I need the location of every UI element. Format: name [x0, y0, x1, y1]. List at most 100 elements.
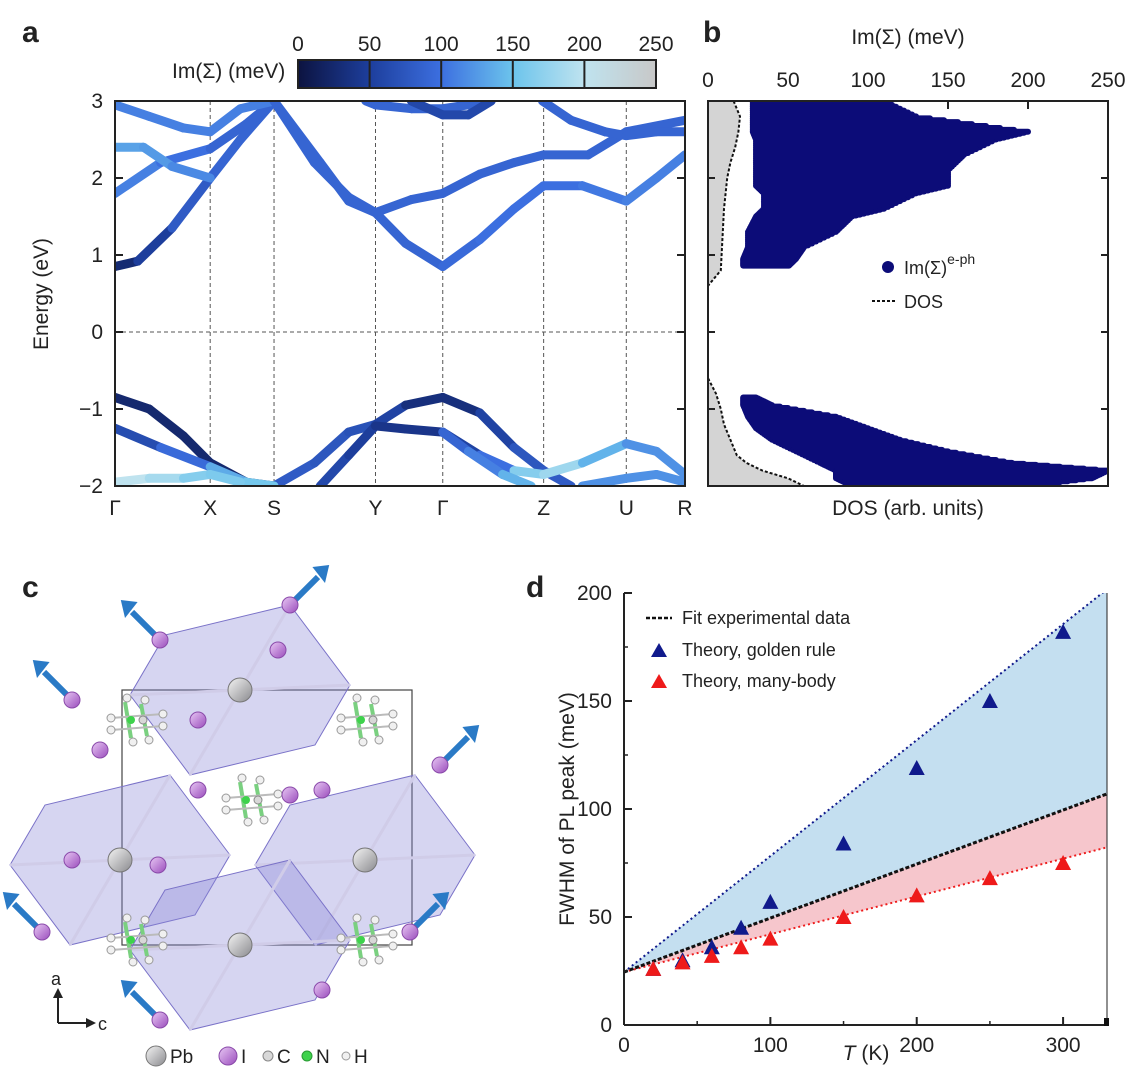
band-segment [269, 458, 319, 486]
band-segment [539, 458, 587, 479]
band-VB5 [438, 427, 536, 486]
displacement-arrowhead [32, 660, 50, 678]
i-atom [91, 741, 109, 759]
corner-mark [1104, 1018, 1109, 1026]
band-segment [156, 443, 215, 472]
i-atom [281, 596, 299, 614]
band-segment [438, 169, 485, 198]
band-segment [370, 208, 411, 248]
displacement-arrowhead [462, 725, 480, 743]
band-segment [509, 181, 549, 214]
fwhm-tick-label: 150 [577, 690, 612, 713]
legend-h-label: H [354, 1047, 368, 1068]
fwhm-tick-label: 200 [577, 582, 612, 605]
h-atom [352, 913, 362, 923]
panel-letter-d: d [526, 571, 544, 604]
imsigma-tick-label: 0 [702, 69, 714, 92]
dos-legend-label: DOS [904, 292, 943, 312]
band-segment [205, 119, 251, 154]
band-VB2 [269, 392, 576, 486]
h-atom [388, 721, 398, 731]
fwhm-tick-label: 0 [600, 1014, 612, 1037]
band-segment [621, 469, 661, 483]
h-atom [388, 709, 398, 719]
colorbar [297, 59, 657, 89]
methylammonium-molecule [106, 693, 168, 747]
pb-atom [227, 677, 253, 703]
c-atom [138, 715, 148, 725]
i-atom [151, 1011, 169, 1029]
crystal-axes: a c [51, 969, 107, 1034]
i-atom [151, 631, 169, 649]
kpoint-label: X [203, 497, 217, 520]
band-segment [475, 408, 519, 452]
golden-rule-point [762, 893, 779, 909]
dos-axis-label: DOS (arb. units) [832, 497, 984, 520]
band-segment [115, 158, 166, 198]
fwhm-panel: 0 100 200 300 0 50 100 150 200 T (K) FWHM of PL… [556, 582, 1109, 1065]
band-segment [205, 469, 245, 486]
h-atom [352, 693, 362, 703]
band-segment [463, 101, 496, 120]
energy-tick-label: 3 [91, 90, 103, 113]
displacement-arrowhead [120, 980, 138, 998]
h-atom [106, 713, 116, 723]
colorbar-tick-label: 150 [495, 33, 530, 56]
axis-a-label: a [51, 969, 62, 989]
temperature-tick-label: 200 [899, 1034, 934, 1057]
n-atom [127, 936, 135, 944]
energy-tick-label: −1 [79, 398, 103, 421]
band-segment [577, 439, 631, 468]
imsigma-axis-label: Im(Σ) (meV) [851, 26, 964, 49]
i-atom [149, 856, 167, 874]
fwhm-axis-label: FWHM of PL peak (meV) [556, 692, 579, 926]
kpoint-label: U [619, 497, 634, 520]
i-atom [269, 641, 287, 659]
many-body-point [645, 960, 662, 976]
band-segment [621, 173, 661, 206]
colorbar-tick-label: 100 [424, 33, 459, 56]
temperature-tick-label: 0 [618, 1034, 630, 1057]
energy-tick-label: 1 [91, 244, 103, 267]
h-atom [255, 775, 265, 785]
temperature-tick-label: 300 [1046, 1034, 1081, 1057]
h-atom [273, 789, 283, 799]
c-atom [368, 935, 378, 945]
golden-rule-point [733, 919, 750, 935]
imsigma-tick-label: 50 [776, 69, 799, 92]
h-atom [336, 713, 346, 723]
i-atom [63, 851, 81, 869]
band-segment [167, 173, 215, 233]
manybody-legend-marker [651, 674, 667, 688]
h-atom [358, 737, 368, 747]
displacement-arrowhead [2, 892, 20, 910]
band-segment [652, 446, 685, 479]
experimental-fit-line [624, 792, 1107, 974]
h-atom [237, 773, 247, 783]
displacement-arrowhead [432, 892, 450, 910]
crystal-structure [2, 565, 480, 1031]
band-segment [310, 427, 354, 468]
legend-c-atom-icon [262, 1050, 274, 1062]
kpoint-label: Z [537, 497, 550, 520]
h-atom [370, 695, 380, 705]
i-atom [33, 923, 51, 941]
band-segment [577, 181, 631, 206]
golden-legend-label: Theory, golden rule [682, 640, 836, 660]
band-segment [438, 235, 485, 272]
band-segment [621, 439, 661, 456]
h-atom [358, 957, 368, 967]
band-structure-panel: Im(Σ) (meV) 0 50 100 150 200 250 −2 −1 0 1 2 3 Γ X S… [30, 33, 693, 520]
band-segment [315, 450, 354, 486]
band-segment [205, 135, 245, 183]
h-atom [128, 737, 138, 747]
band-plot-frame [114, 100, 686, 487]
manybody-legend-label: Theory, many-body [682, 671, 836, 691]
h-atom [144, 955, 154, 965]
band-segment [475, 204, 519, 245]
imsigma-legend-marker [882, 261, 894, 273]
band-segment [178, 123, 215, 137]
energy-tick-label: −2 [79, 475, 103, 498]
golden-rule-point [908, 759, 925, 775]
